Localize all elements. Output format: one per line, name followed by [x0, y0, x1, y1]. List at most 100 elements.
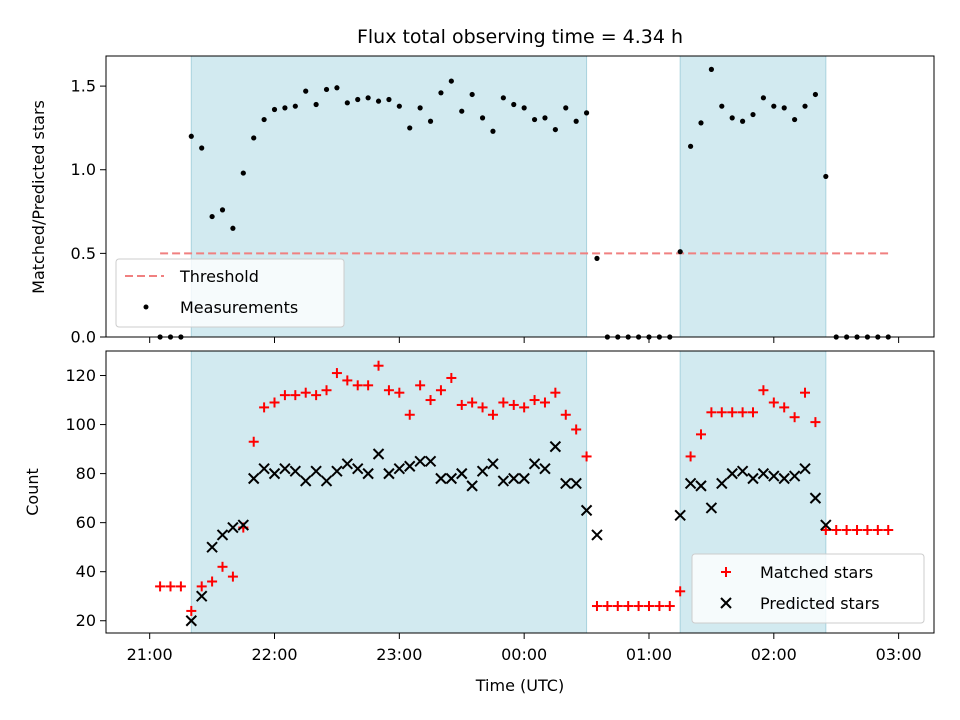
measurement-point	[708, 66, 714, 72]
measurement-point	[750, 111, 756, 118]
measurement-point	[396, 103, 402, 109]
matched-star-point	[425, 395, 436, 406]
matched-star-point	[342, 375, 353, 386]
measurement-point	[698, 120, 704, 126]
legend-threshold-label: Threshold	[179, 267, 259, 286]
matched-star-point	[581, 451, 592, 462]
predicted-star-point	[372, 448, 385, 460]
measurement-point	[407, 125, 413, 131]
measurement-point	[542, 115, 548, 121]
measurement-point	[729, 115, 735, 121]
measurement-point	[531, 116, 538, 123]
chart-title: Flux total observing time = 4.34 h	[357, 26, 683, 48]
matched-star-point	[456, 399, 467, 410]
matched-star-point	[862, 525, 873, 536]
predicted-star-point	[435, 472, 447, 485]
predicted-star-point	[300, 475, 312, 487]
matched-star-point	[435, 385, 446, 396]
bottom-x-ticks: 21:00 22:00 23:00 00:00 01:00 02:00 03:00	[127, 633, 922, 664]
measurement-point	[261, 116, 267, 123]
matched-star-point	[685, 451, 696, 462]
predicted-star-point	[456, 467, 468, 480]
predicted-star-point	[476, 465, 489, 477]
matched-star-point	[227, 571, 238, 582]
matched-star-point	[789, 412, 800, 423]
measurement-point	[219, 207, 226, 213]
matched-star-point	[831, 525, 842, 536]
measurement-point	[251, 135, 257, 141]
bottom-y-ticks: 20 40 60 80 100 120	[65, 366, 106, 630]
matched-star-point	[519, 402, 530, 413]
top-legend-box	[115, 258, 345, 328]
predicted-star-point	[778, 472, 790, 485]
measurement-point	[677, 249, 683, 255]
matched-star-point	[654, 601, 665, 612]
matched-star-point	[498, 397, 509, 408]
bot-shaded-interval-0	[190, 350, 588, 634]
measurement-point	[459, 108, 465, 114]
predicted-star-point	[414, 455, 426, 468]
bottom-panel: 20 40 60 80 100 120 21:00 22:00 23:00 00:00 01:00…	[23, 350, 935, 695]
matched-star-point	[539, 397, 550, 408]
matched-star-point	[779, 402, 790, 413]
predicted-star-point	[279, 462, 291, 475]
measurement-point	[365, 95, 371, 101]
predicted-star-point	[341, 458, 354, 470]
predicted-star-point	[799, 462, 811, 475]
matched-star-point	[467, 397, 478, 408]
matched-star-point	[477, 402, 488, 413]
measurement-point	[563, 105, 569, 111]
measurement-point	[313, 101, 319, 108]
matched-star-point	[716, 407, 727, 418]
top-legend: Threshold Measurements	[115, 258, 345, 328]
matched-star-point	[820, 525, 831, 536]
matched-star-point	[487, 409, 498, 420]
matched-star-point	[155, 581, 166, 592]
predicted-star-point	[788, 470, 801, 482]
predicted-star-point	[352, 462, 364, 475]
predicted-star-point	[518, 472, 530, 485]
predicted-star-point	[258, 462, 270, 475]
predicted-star-point	[206, 541, 218, 553]
matched-star-point	[560, 409, 571, 420]
predicted-star-point	[268, 467, 281, 480]
predicted-star-point	[757, 467, 770, 480]
measurement-point	[448, 78, 454, 84]
predicted-star-point	[570, 477, 582, 490]
matched-star-point	[695, 429, 706, 440]
bottom-y-axis-label: Count	[23, 468, 42, 516]
measurement-point	[282, 105, 288, 111]
x-tick-label-2: 23:00	[376, 645, 422, 664]
measurement-point	[792, 116, 798, 123]
matched-star-point	[727, 407, 738, 418]
top-panel: 0.0 0.5 1.0 1.5 Matched/Predicted stars Thr…	[29, 55, 935, 347]
matched-star-point	[883, 525, 894, 536]
matched-star-point	[758, 385, 769, 396]
matched-star-point	[300, 387, 311, 398]
matched-star-point	[290, 390, 301, 401]
bot-y-tick-label-4: 100	[65, 415, 96, 434]
top-axes-frame	[105, 55, 935, 338]
measurement-point	[594, 255, 600, 261]
matched-star-point	[591, 601, 602, 612]
measurement-point	[427, 118, 434, 124]
matched-star-point	[217, 561, 228, 572]
measurement-point	[511, 101, 517, 108]
measurement-point	[323, 86, 330, 93]
measurement-point	[781, 105, 787, 111]
top-x-ticks	[149, 337, 900, 343]
measurement-point	[500, 95, 506, 101]
predicted-star-point	[383, 467, 395, 480]
predicted-star-point	[216, 529, 229, 541]
matched-star-point	[165, 581, 176, 592]
measurement-point	[812, 91, 819, 98]
predicted-star-point	[736, 465, 749, 477]
predicted-star-point	[195, 590, 208, 602]
predicted-star-point	[580, 504, 593, 517]
measurement-point	[375, 98, 382, 104]
x-tick-label-3: 00:00	[501, 645, 547, 664]
matched-star-point	[383, 385, 394, 396]
top-shaded-interval-1	[679, 55, 827, 338]
measurement-point	[209, 213, 215, 220]
